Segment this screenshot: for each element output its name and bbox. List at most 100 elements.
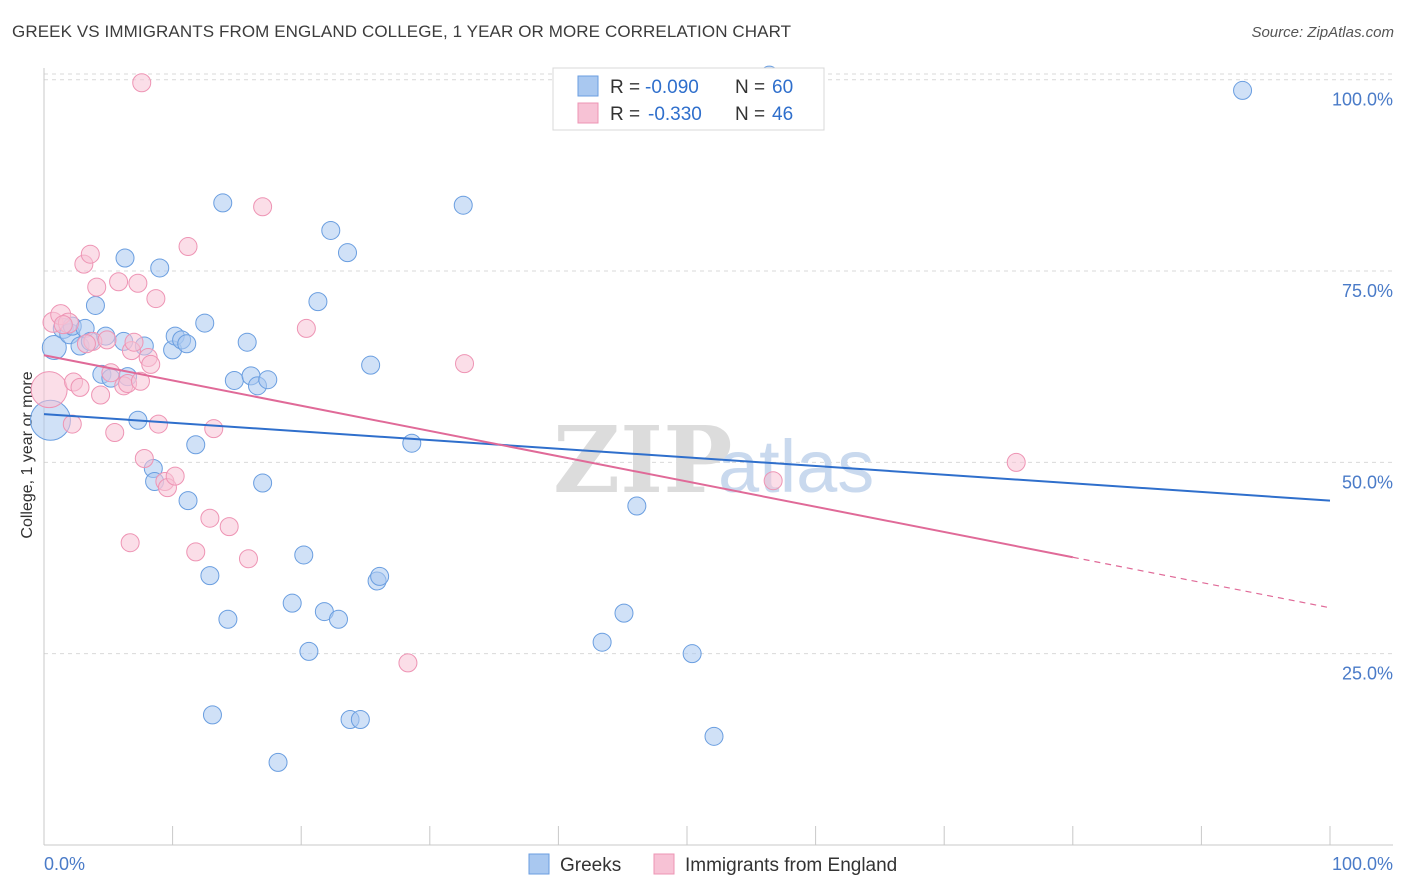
greeks-point-25 [186,435,206,455]
england-n-value: 46 [772,104,793,125]
england-point-22 [134,449,154,469]
greeks-point-19 [150,258,170,278]
greeks-point-56 [682,644,702,664]
greeks-point-27 [200,566,220,586]
greeks-point-45 [337,243,357,263]
greeks-point-24 [178,491,198,511]
england-point-21 [128,273,148,293]
england-point-37 [398,653,418,673]
greeks-point-50 [370,566,390,586]
source-note: Source: ZipAtlas.com [1251,24,1394,41]
y-tick-labels: 25.0% 50.0% 75.0% 100.0% [1332,90,1393,684]
watermark-zip: ZIP [553,406,732,514]
chart-title: GREEK VS IMMIGRANTS FROM ENGLAND COLLEGE… [12,22,792,41]
x-tick-labels: 0.0% 100.0% [44,854,1393,874]
greeks-point-47 [350,709,370,729]
greeks-point-43 [321,220,341,240]
england-point-31 [200,508,220,528]
england-point-38 [455,354,475,374]
england-point-45 [148,414,168,434]
greeks-point-44 [328,609,348,629]
england-point-43 [97,330,117,350]
y-tick-label-75: 75.0% [1342,281,1393,301]
england-r-label: R = [610,104,640,125]
england-point-20 [130,371,150,391]
greeks-point-39 [294,545,314,565]
greeks-point-54 [614,603,634,623]
england-point-24 [141,354,161,374]
y-tick-label-50: 50.0% [1342,472,1393,492]
greeks-point-28 [202,705,222,725]
england-point-42 [53,315,73,335]
greeks-point-8 [85,295,105,315]
legend-greeks-swatch [528,853,550,875]
england-point-29 [178,237,198,257]
england-point-44 [76,334,96,354]
england-point-40 [1006,452,1026,472]
england-r-value: -0.330 [648,104,702,125]
legend-england-label: Immigrants from England [685,855,897,876]
greeks-point-55 [627,496,647,516]
greeks-n-label: N = [735,77,765,98]
england-swatch [577,102,599,124]
greeks-point-41 [308,292,328,312]
england-trend-line-extension [1072,556,1331,609]
axes [43,68,1393,846]
greeks-point-31 [224,370,244,390]
stats-legend: R = -0.090 N = 60 R = -0.330 N = 46 [552,67,825,131]
england-point-18 [120,533,140,553]
england-point-33 [219,517,239,537]
england-point-5 [70,377,90,397]
greeks-trend-line [43,413,1331,502]
england-point-19 [124,332,144,352]
greeks-r-value: -0.090 [645,77,699,98]
england-point-8 [80,244,100,264]
england-point-25 [146,289,166,309]
data-points [29,65,1253,772]
england-point-0 [30,371,68,409]
greeks-point-40 [299,641,319,661]
england-point-35 [253,197,273,217]
greeks-point-14 [115,248,135,268]
greeks-point-52 [453,195,473,215]
england-point-10 [87,277,107,297]
england-point-32 [204,419,224,439]
greeks-point-57 [704,726,724,746]
y-tick-label-25: 25.0% [1342,664,1393,684]
greeks-point-59 [1233,80,1253,100]
england-n-label: N = [735,104,765,125]
greeks-point-51 [402,433,422,453]
greeks-point-32 [237,332,257,352]
greeks-point-37 [268,752,288,772]
greeks-point-35 [253,473,273,493]
england-trend-line [43,354,1073,559]
series-legend: Greeks Immigrants from England [528,853,897,876]
y-tick-label-100: 100.0% [1332,90,1393,110]
england-point-41 [132,73,152,93]
england-point-14 [109,272,129,292]
greeks-point-26 [195,313,215,333]
greeks-point-1 [41,335,67,361]
england-point-36 [296,318,316,338]
england-point-34 [238,549,258,569]
greeks-r-label: R = [610,77,640,98]
trend-lines [43,354,1331,609]
x-tick-label-max: 100.0% [1332,854,1393,874]
greeks-n-value: 60 [772,77,793,98]
greeks-point-29 [213,193,233,213]
england-point-11 [91,385,111,405]
england-point-30 [186,542,206,562]
greeks-point-48 [361,355,381,375]
legend-england-swatch [653,853,675,875]
greeks-point-38 [282,593,302,613]
greeks-point-30 [218,609,238,629]
greeks-swatch [577,75,599,97]
greeks-point-36 [258,370,278,390]
england-point-13 [105,423,125,443]
watermark: ZIP atlas [553,406,874,514]
greeks-point-23 [177,334,197,354]
england-point-39 [763,471,783,491]
watermark-atlas: atlas [718,425,874,508]
greeks-point-53 [592,632,612,652]
